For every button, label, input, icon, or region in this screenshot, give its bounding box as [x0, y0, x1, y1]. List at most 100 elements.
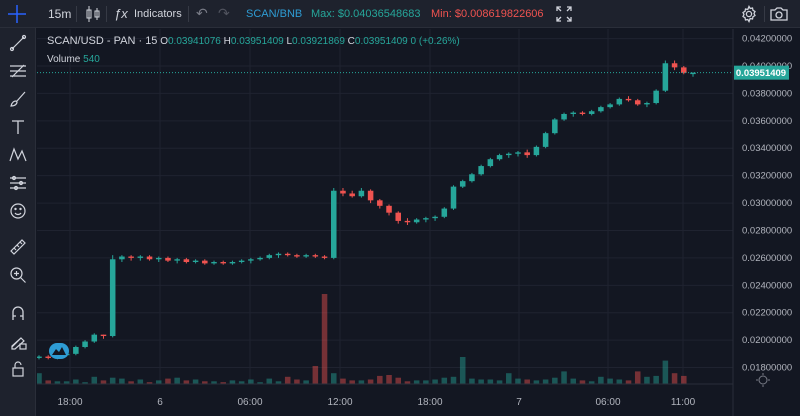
settings-gear-icon[interactable]	[740, 0, 758, 28]
volume-bars	[36, 294, 687, 384]
magnet-icon[interactable]	[6, 302, 30, 324]
time-axis-settings-icon[interactable]	[756, 373, 770, 387]
volume-bar	[100, 380, 107, 384]
fullscreen-icon[interactable]	[556, 0, 572, 28]
candle-body	[450, 186, 457, 209]
candle-body	[616, 98, 623, 105]
lock-drawing-icon[interactable]	[6, 330, 30, 352]
volume-bar	[579, 380, 586, 384]
volume-bar	[634, 371, 641, 384]
candle-body	[202, 260, 208, 264]
candle-body	[681, 67, 687, 73]
time-tick-label: 7	[516, 397, 522, 408]
candle-body	[275, 253, 282, 256]
ohlc-legend: SCAN/USD - PAN · 15 O0.03941076 H0.03951…	[47, 35, 460, 47]
volume-bar	[238, 381, 245, 384]
volume-bar	[284, 376, 291, 384]
symbol-label: SCAN/USD - PAN · 15	[47, 35, 158, 47]
candle-body	[248, 259, 254, 261]
candle-body	[478, 166, 484, 175]
tradingview-logo-icon[interactable]	[49, 343, 69, 359]
candle-body	[266, 255, 273, 258]
price-tick-label: 0.03800000	[742, 88, 792, 99]
candle-body	[662, 63, 669, 91]
candle-body	[588, 111, 595, 114]
candles-icon[interactable]	[86, 0, 100, 28]
chart-canvas[interactable]: 0.042000000.040000000.038000000.03600000…	[36, 29, 800, 416]
price-chart[interactable]: 0.042000000.040000000.038000000.03600000…	[36, 29, 800, 416]
candle-body	[579, 112, 586, 114]
candle-body	[469, 174, 475, 182]
high-key: H	[223, 36, 231, 47]
candle-body	[330, 190, 337, 258]
candle-body	[515, 152, 521, 154]
volume-bar	[459, 357, 466, 384]
time-tick-label: 6	[157, 397, 163, 408]
volume-bar	[450, 376, 457, 384]
candle-body	[358, 190, 365, 197]
volume-bar	[174, 377, 180, 384]
brush-icon[interactable]	[6, 88, 30, 110]
smiley-icon[interactable]	[6, 200, 30, 222]
volume-bar	[588, 381, 595, 384]
trend-line-icon[interactable]	[6, 32, 30, 54]
time-tick-label: 18:00	[417, 397, 442, 408]
volume-bar	[303, 380, 309, 384]
time-tick-label: 12:00	[327, 397, 352, 408]
ruler-icon[interactable]	[6, 236, 30, 258]
crosshair-icon[interactable]	[6, 0, 28, 28]
candle-body	[690, 72, 696, 75]
price-tick-label: 0.03000000	[742, 198, 792, 209]
candle-body	[238, 260, 245, 263]
volume-bar	[552, 377, 558, 384]
camera-icon[interactable]	[770, 0, 788, 28]
volume-bar	[45, 380, 51, 384]
toolbar-divider	[188, 6, 189, 22]
volume-bar	[644, 376, 650, 384]
price-tick-label: 0.02600000	[742, 253, 792, 264]
volume-bar	[211, 381, 217, 384]
candle-body	[91, 334, 98, 342]
volume-bar	[524, 379, 530, 384]
volume-bar	[202, 381, 208, 384]
volume-bar	[358, 380, 365, 384]
pair-link[interactable]: SCAN/BNB	[246, 7, 303, 20]
volume-bar	[109, 377, 116, 384]
volume-bar	[330, 373, 337, 384]
candle-body	[312, 255, 319, 257]
lock-icon[interactable]	[6, 358, 30, 380]
volume-bar	[220, 382, 226, 384]
volume-bar	[63, 381, 70, 384]
candle-body	[524, 152, 530, 156]
prediction-tool-icon[interactable]	[6, 172, 30, 194]
volume-bar	[36, 373, 42, 384]
candle-body	[109, 259, 116, 337]
interval-button[interactable]: 15m	[48, 6, 72, 21]
zoom-in-icon[interactable]	[6, 264, 30, 286]
candle-body	[321, 256, 328, 258]
time-tick-label: 06:00	[595, 397, 620, 408]
fib-retracement-icon[interactable]	[6, 60, 30, 82]
volume-bar	[340, 378, 346, 384]
indicators-button[interactable]: Indicators	[134, 7, 182, 20]
candle-body	[100, 334, 107, 337]
volume-label: Volume	[47, 54, 81, 65]
candle-body	[229, 262, 236, 264]
text-tool-icon[interactable]	[6, 116, 30, 138]
candle-body	[294, 255, 300, 257]
candle-body	[395, 212, 402, 221]
candle-body	[284, 253, 291, 256]
pattern-tool-icon[interactable]	[6, 144, 30, 166]
undo-icon[interactable]: ↶	[196, 5, 208, 21]
volume-bar	[146, 382, 153, 384]
volume-bar	[681, 375, 687, 384]
candle-body	[506, 153, 512, 156]
volume-bar	[192, 379, 199, 384]
price-tick-label: 0.02800000	[742, 225, 792, 236]
candle-body	[257, 257, 263, 260]
price-tick-label: 0.02000000	[742, 335, 792, 346]
volume-bar	[487, 379, 494, 384]
candle-body	[533, 146, 540, 156]
redo-icon[interactable]: ↷	[218, 5, 230, 21]
price-tick-label: 0.03200000	[742, 171, 792, 182]
